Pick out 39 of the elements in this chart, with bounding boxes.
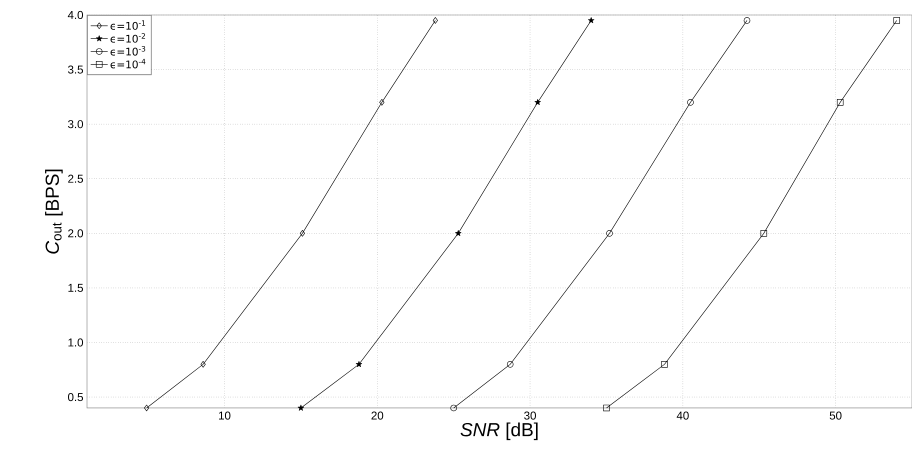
point	[760, 230, 768, 237]
y-tick-label: 3.5	[68, 66, 84, 74]
y-tick-label: 4.0	[68, 10, 84, 20]
x-tick-label: 30	[524, 412, 536, 420]
point	[450, 404, 457, 412]
point	[836, 99, 844, 106]
point	[603, 404, 610, 412]
y-tick-label: 2.5	[68, 174, 84, 183]
x-axis-title: SNR [dB]	[460, 422, 538, 440]
point	[534, 99, 541, 106]
point	[506, 361, 514, 368]
point	[200, 361, 206, 368]
point	[455, 230, 462, 236]
x-tick-label: 20	[371, 412, 384, 420]
point	[379, 99, 384, 106]
legend-label: ϵ=10$^{-1}$	[110, 20, 146, 30]
x-tick-label: 10	[219, 412, 230, 420]
y-tick-label: 3.0	[68, 120, 84, 128]
point	[744, 17, 750, 24]
point	[661, 361, 668, 368]
point	[300, 230, 305, 237]
y-tick-label: 0.5	[68, 393, 84, 402]
legend-label: ϵ=10$^{-4}$	[110, 58, 146, 68]
x-tick-label: 50	[830, 412, 842, 420]
point	[893, 17, 900, 24]
y-tick-label: 2.0	[68, 229, 84, 238]
legend-label: ϵ=10$^{-2}$	[110, 33, 146, 43]
y-axis-title: C$_{out}$ [BPS]	[45, 170, 63, 254]
y-tick-label: 1.5	[68, 284, 84, 292]
point	[356, 361, 362, 368]
point	[606, 230, 613, 237]
legend-label: ϵ=10$^{-3}$	[110, 46, 146, 56]
point	[298, 404, 304, 411]
point	[687, 99, 694, 106]
x-tick-label: 40	[676, 412, 689, 420]
point	[588, 17, 594, 24]
point	[144, 404, 150, 412]
point	[432, 17, 438, 24]
y-tick-label: 1.0	[68, 338, 84, 347]
